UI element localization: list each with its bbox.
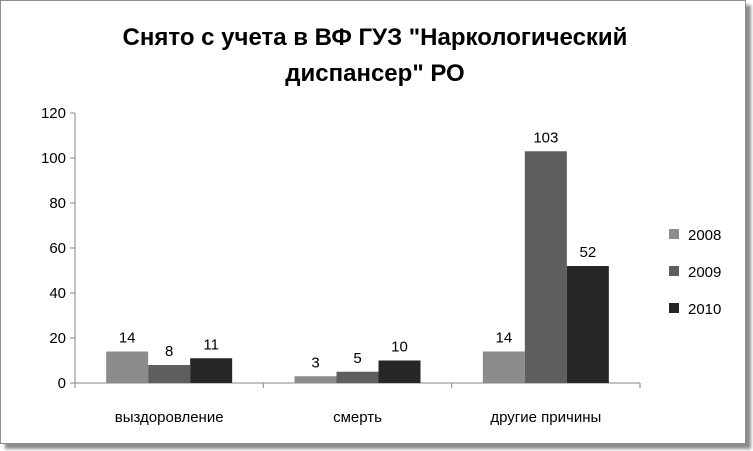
- y-tick-label: 80: [49, 195, 66, 212]
- data-label: 10: [391, 339, 408, 356]
- data-label: 52: [579, 244, 596, 261]
- x-tick-label: выздоровление: [115, 409, 224, 426]
- y-tick-label: 40: [49, 285, 66, 302]
- data-label: 5: [353, 350, 361, 367]
- bar-2009-1: [336, 371, 379, 383]
- data-label: 3: [311, 354, 319, 371]
- bar-2010-0: [190, 358, 233, 383]
- y-tick-label: 60: [49, 240, 66, 257]
- data-label: 8: [165, 343, 173, 360]
- chart-title-line-1: Снято с учета в ВФ ГУЗ "Наркологический: [123, 24, 628, 51]
- bar-2009-0: [148, 365, 191, 383]
- bar-2008-2: [482, 351, 525, 383]
- y-tick-label: 120: [41, 105, 66, 122]
- bar-2008-1: [294, 376, 337, 383]
- chart-title-line-2: диспансер" РО: [285, 60, 464, 87]
- bar-2008-0: [106, 351, 149, 383]
- x-tick-label: другие причины: [490, 409, 601, 426]
- data-label: 14: [119, 330, 136, 347]
- legend-swatch-2010: [669, 303, 679, 313]
- data-label: 103: [533, 129, 558, 146]
- y-tick-label: 100: [41, 150, 66, 167]
- legend-label: 2009: [688, 264, 721, 281]
- legend-swatch-2008: [669, 229, 679, 239]
- x-tick-label: смерть: [333, 409, 382, 426]
- legend-label: 2008: [688, 227, 721, 244]
- y-tick-label: 20: [49, 330, 66, 347]
- y-tick-label: 0: [58, 375, 66, 392]
- data-label: 11: [203, 336, 219, 353]
- bar-2010-1: [378, 360, 421, 383]
- data-label: 14: [495, 330, 512, 347]
- legend: 2008 2009 2010: [669, 227, 721, 318]
- legend-swatch-2009: [669, 266, 679, 276]
- bar-2010-2: [566, 266, 609, 383]
- legend-label: 2010: [688, 301, 721, 318]
- bar-2009-2: [524, 151, 567, 383]
- plot-area: 0 20 40 60 80 100 120 выздоровление смерть другие…: [41, 105, 641, 426]
